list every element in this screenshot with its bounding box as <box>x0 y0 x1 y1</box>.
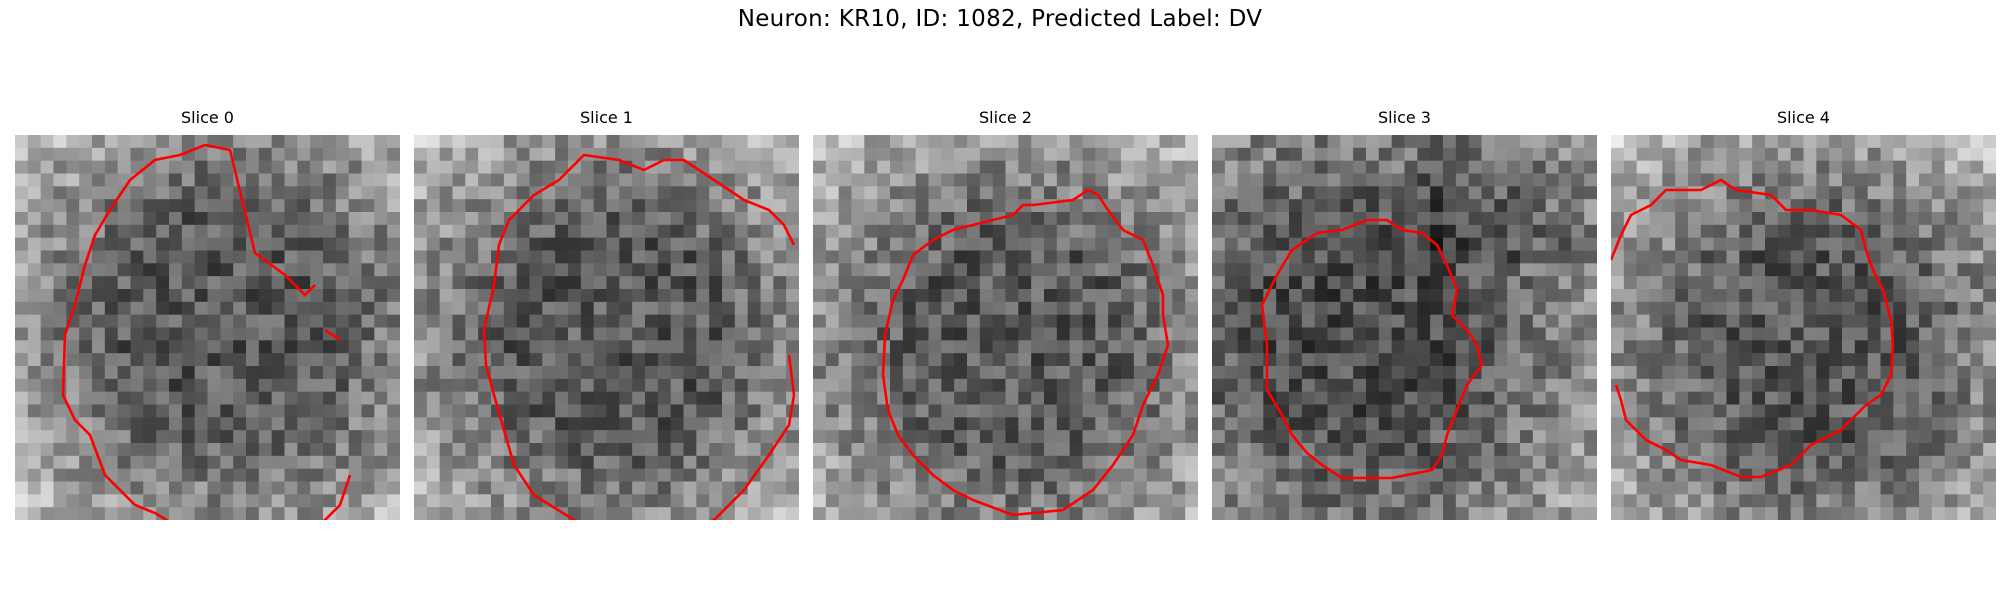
slice-panel-3: Slice 3 <box>1212 108 1597 520</box>
cell-contour <box>1611 178 1895 479</box>
grayscale-pixel-grid <box>1611 135 1996 520</box>
slice-title-3: Slice 3 <box>1378 108 1431 127</box>
cell-contour <box>61 143 352 520</box>
slice-image-3 <box>1212 135 1597 520</box>
figure-title: Neuron: KR10, ID: 1082, Predicted Label:… <box>737 6 1263 32</box>
slice-image-0 <box>15 135 400 520</box>
slice-title-2: Slice 2 <box>979 108 1032 127</box>
slice-image-1 <box>414 135 799 520</box>
slice-title-4: Slice 4 <box>1777 108 1830 127</box>
cell-contour <box>881 188 1170 517</box>
cell-contour <box>1260 218 1484 480</box>
cell-contour <box>482 153 796 520</box>
grayscale-pixel-grid <box>1212 135 1597 520</box>
slice-image-4 <box>1611 135 1996 520</box>
grayscale-pixel-grid <box>414 135 799 520</box>
slice-panel-1: Slice 1 <box>414 108 799 520</box>
slice-title-0: Slice 0 <box>181 108 234 127</box>
slice-panel-2: Slice 2 <box>813 108 1198 520</box>
slice-panel-4: Slice 4 <box>1611 108 1996 520</box>
slice-panel-0: Slice 0 <box>15 108 400 520</box>
grayscale-pixel-grid <box>15 135 400 520</box>
slice-image-2 <box>813 135 1198 520</box>
slice-title-1: Slice 1 <box>580 108 633 127</box>
grayscale-pixel-grid <box>813 135 1198 520</box>
